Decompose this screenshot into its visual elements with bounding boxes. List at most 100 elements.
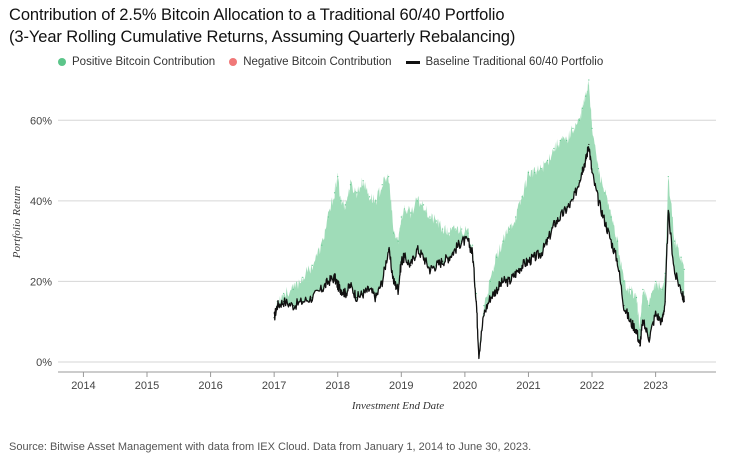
- source-note: Source: Bitwise Asset Management with da…: [9, 441, 532, 453]
- positive-point: [667, 176, 669, 178]
- positive-point: [429, 216, 431, 218]
- x-tick-label: 2019: [389, 380, 413, 392]
- baseline-point: [483, 313, 485, 315]
- positive-point: [604, 192, 606, 194]
- positive-point: [375, 200, 377, 202]
- baseline-point: [639, 345, 641, 347]
- positive-point: [410, 212, 412, 214]
- baseline-point: [403, 256, 406, 258]
- chart-title: Contribution of 2.5% Bitcoin Allocation …: [9, 4, 515, 48]
- baseline-point: [327, 280, 329, 283]
- x-tick-label: 2014: [71, 380, 95, 392]
- positive-point: [321, 244, 323, 246]
- positive-point: [397, 240, 399, 242]
- positive-point: [639, 329, 641, 331]
- baseline-point: [508, 280, 510, 283]
- y-tick-label: 60%: [30, 115, 52, 127]
- y-tick-label: 20%: [30, 276, 52, 288]
- baseline-point: [489, 296, 491, 299]
- positive-point: [356, 192, 358, 194]
- x-tick-label: 2021: [516, 380, 540, 392]
- baseline-point: [302, 300, 304, 303]
- baseline-point: [454, 248, 456, 250]
- baseline-point: [527, 260, 530, 262]
- baseline-point: [416, 248, 418, 250]
- baseline-point: [661, 321, 663, 323]
- x-tick-label: 2016: [198, 380, 222, 392]
- positive-point: [471, 244, 474, 246]
- positive-point: [635, 296, 638, 299]
- positive-point: [292, 288, 294, 291]
- positive-point: [368, 196, 371, 198]
- baseline-point: [572, 200, 574, 202]
- baseline-point: [362, 292, 364, 295]
- positive-point: [642, 288, 644, 291]
- positive-point: [565, 139, 568, 142]
- positive-point: [578, 119, 580, 121]
- positive-point: [581, 107, 584, 109]
- legend-item-negative: Negative Bitcoin Contribution: [229, 56, 392, 68]
- positive-point: [521, 196, 523, 198]
- baseline-point: [429, 268, 431, 270]
- baseline-point: [368, 288, 371, 291]
- y-tick-label: 0%: [36, 357, 52, 369]
- positive-point: [585, 95, 587, 97]
- baseline-point: [616, 260, 619, 262]
- positive-point: [572, 127, 574, 129]
- positive-point: [393, 232, 395, 234]
- baseline-point: [400, 260, 402, 262]
- legend-baseline-label: Baseline Traditional 60/40 Portfolio: [425, 56, 604, 68]
- baseline-portfolio-line: [273, 146, 685, 360]
- baseline-point: [667, 212, 669, 214]
- baseline-point: [321, 288, 323, 291]
- positive-point: [337, 176, 339, 178]
- baseline-point: [442, 260, 444, 262]
- baseline-point: [604, 220, 606, 222]
- baseline-point: [410, 264, 412, 266]
- y-axis-ticks: 0% 20% 40% 60%: [30, 115, 52, 369]
- legend: Positive Bitcoin Contribution Negative B…: [58, 56, 617, 68]
- chart-canvas: 0% 20% 40% 60% 2014 2015 2016 2017 2018 2019 2020…: [11, 79, 716, 412]
- baseline-point: [585, 159, 587, 162]
- positive-point: [400, 216, 402, 218]
- baseline-point: [333, 276, 336, 278]
- positive-point: [616, 240, 619, 242]
- positive-point: [435, 220, 437, 222]
- baseline-point: [534, 256, 536, 258]
- x-axis-label: Investment End Date: [351, 400, 444, 412]
- positive-point: [502, 240, 504, 242]
- positive-point: [610, 216, 612, 218]
- positive-point: [559, 139, 561, 142]
- legend-negative-label: Negative Bitcoin Contribution: [243, 56, 392, 68]
- title-line-1: Contribution of 2.5% Bitcoin Allocation …: [9, 6, 505, 24]
- baseline-point: [448, 256, 450, 258]
- positive-point: [553, 147, 555, 150]
- positive-point: [454, 228, 456, 230]
- baseline-point: [292, 305, 294, 307]
- baseline-point: [515, 272, 517, 274]
- x-tick-label: 2015: [135, 380, 159, 392]
- positive-dot-icon: [58, 58, 66, 66]
- baseline-point: [635, 329, 638, 331]
- baseline-point: [674, 272, 676, 274]
- baseline-point: [349, 284, 352, 287]
- baseline-point: [475, 300, 477, 303]
- baseline-point: [578, 180, 580, 182]
- legend-positive-label: Positive Bitcoin Contribution: [72, 56, 216, 68]
- y-tick-label: 40%: [30, 196, 52, 208]
- baseline-point: [393, 280, 395, 283]
- positive-point: [349, 184, 352, 186]
- positive-point: [344, 204, 346, 206]
- legend-item-positive: Positive Bitcoin Contribution: [58, 56, 215, 68]
- baseline-point: [387, 248, 390, 250]
- positive-point: [623, 280, 625, 283]
- x-tick-label: 2017: [262, 380, 286, 392]
- positive-point: [527, 172, 530, 174]
- positive-point: [680, 256, 682, 258]
- baseline-point: [540, 252, 542, 254]
- x-tick-label: 2020: [453, 380, 477, 392]
- positive-point: [534, 172, 536, 174]
- positive-point: [416, 200, 418, 202]
- positive-point: [540, 168, 542, 170]
- baseline-point: [356, 296, 358, 299]
